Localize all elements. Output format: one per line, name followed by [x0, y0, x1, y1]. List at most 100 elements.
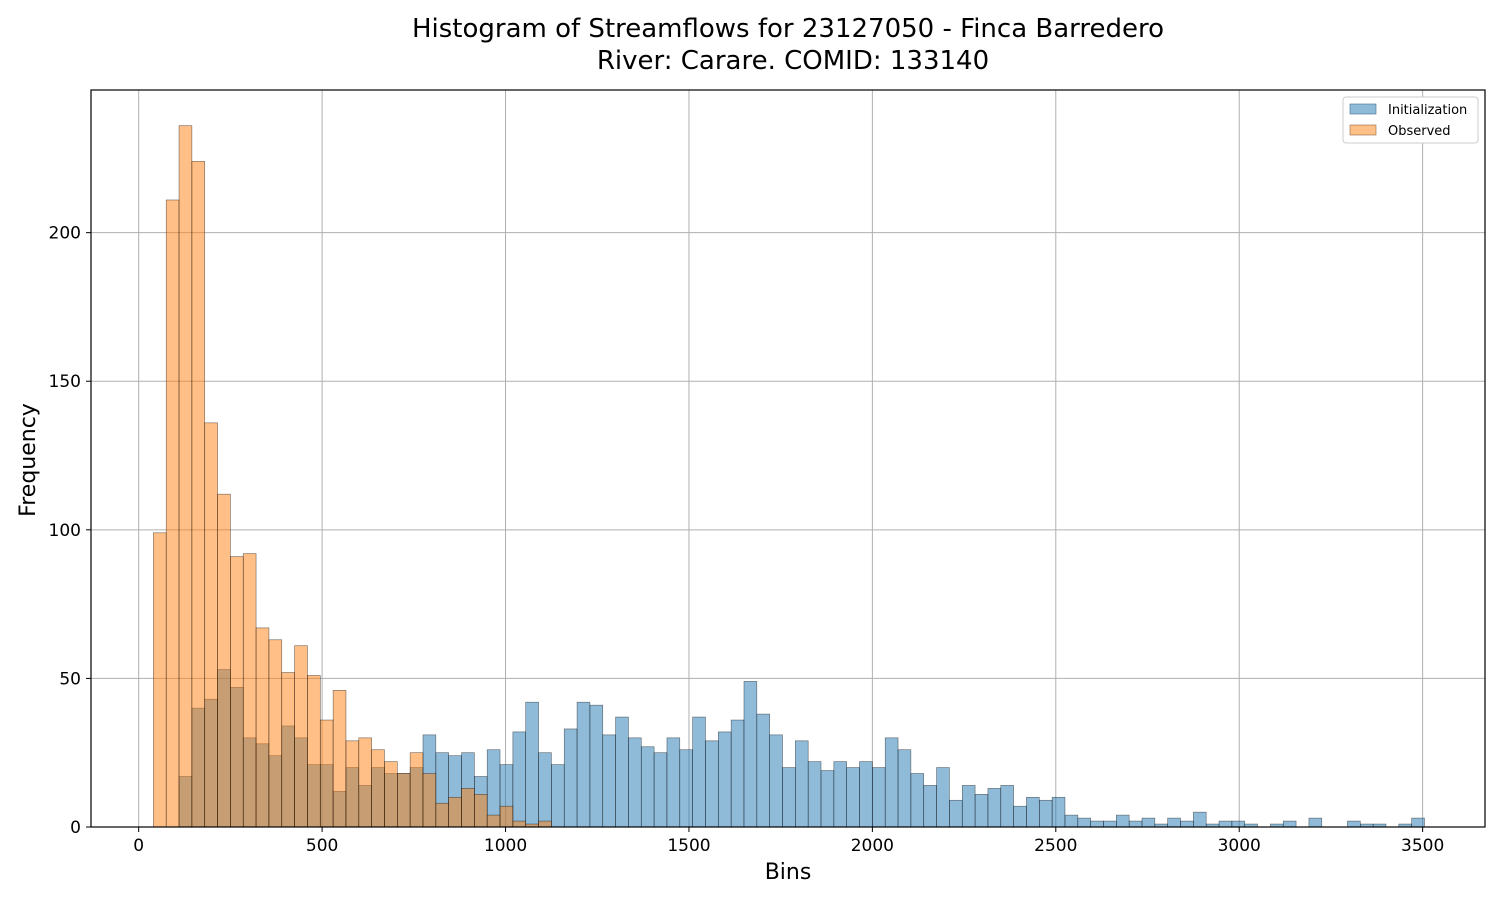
x-tick-label: 500: [306, 836, 338, 856]
legend-box: [1342, 96, 1479, 144]
x-axis-label: Bins: [765, 860, 812, 885]
bar-initialization: [884, 737, 899, 828]
axis-ticks: 0 500 1000 1500 2000 2500 3000 3500 0 50 100 150 200: [49, 224, 1445, 856]
bar-observed: [448, 796, 462, 828]
bar-observed: [538, 820, 552, 828]
x-tick-label: 3500: [1401, 836, 1444, 856]
bar-initialization: [872, 767, 886, 828]
bar-initialization: [820, 770, 835, 828]
bar-initialization: [1180, 820, 1194, 828]
bar-initialization: [602, 734, 616, 828]
bar-initialization: [705, 740, 719, 828]
bar-observed: [178, 125, 193, 828]
bar-observed: [461, 788, 475, 828]
x-tick-label: 1500: [667, 836, 710, 856]
legend-label-observed: Observed: [1388, 124, 1451, 139]
bar-observed: [307, 675, 321, 828]
bar-observed: [371, 749, 385, 828]
plot-frame: [90, 89, 1486, 828]
x-tick-label: 0: [133, 836, 144, 856]
bar-initialization: [551, 764, 565, 828]
bar-observed: [242, 553, 257, 828]
bar-initialization: [679, 749, 693, 828]
x-tick-label: 2500: [1034, 836, 1077, 856]
bar-observed: [499, 805, 514, 828]
y-tick-label: 50: [59, 669, 81, 689]
bar-initialization: [628, 737, 642, 828]
legend-swatch-initialization: [1349, 103, 1377, 115]
bar-initialization: [923, 785, 937, 828]
chart-title: Histogram of Streamflows for 23127050 - …: [412, 14, 1164, 44]
bar-initialization: [1347, 820, 1361, 828]
bar-initialization: [1013, 805, 1027, 828]
bar-observed: [217, 493, 231, 828]
bar-observed: [409, 752, 424, 828]
bar-initialization: [961, 785, 976, 828]
histogram-bars: [153, 125, 1425, 828]
bar-initialization: [910, 773, 925, 828]
bar-initialization: [1077, 817, 1091, 828]
bar-initialization: [833, 761, 847, 828]
bar-observed: [294, 645, 308, 828]
legend: Initialization Observed: [1342, 96, 1479, 144]
x-tick-label: 3000: [1218, 836, 1261, 856]
series-observed: [153, 125, 552, 828]
bar-observed: [319, 719, 334, 828]
bar-initialization: [576, 701, 591, 828]
bar-initialization: [1411, 817, 1425, 828]
bar-initialization: [782, 767, 796, 828]
bar-initialization: [717, 731, 732, 828]
bar-initialization: [1090, 820, 1104, 828]
bar-observed: [230, 556, 244, 828]
bar-initialization: [1038, 799, 1053, 828]
bar-initialization: [807, 761, 822, 828]
bar-observed: [422, 773, 437, 828]
bar-initialization: [525, 701, 539, 828]
bar-initialization: [563, 728, 578, 828]
bar-initialization: [859, 761, 873, 828]
bar-initialization: [987, 788, 1002, 828]
bar-initialization: [936, 767, 950, 828]
bar-initialization: [897, 749, 912, 828]
bar-initialization: [615, 716, 629, 828]
bar-initialization: [1231, 820, 1246, 828]
bar-initialization: [653, 752, 668, 828]
bar-observed: [268, 639, 283, 828]
bar-initialization: [538, 752, 552, 828]
bar-initialization: [1141, 817, 1156, 828]
bar-initialization: [756, 713, 770, 828]
bar-initialization: [974, 794, 989, 828]
bar-initialization: [743, 681, 758, 828]
y-tick-label: 100: [49, 521, 81, 541]
bar-initialization: [1282, 820, 1297, 828]
bar-observed: [512, 820, 527, 828]
bar-initialization: [1116, 814, 1130, 828]
bar-initialization: [512, 731, 527, 828]
bar-initialization: [1064, 814, 1079, 828]
bar-initialization: [1026, 796, 1040, 828]
bar-observed: [165, 199, 180, 828]
y-tick-label: 200: [49, 224, 81, 244]
bar-initialization: [1218, 820, 1233, 828]
bar-initialization: [1193, 811, 1207, 828]
bar-initialization: [795, 740, 809, 828]
bar-initialization: [640, 746, 655, 828]
legend-swatch-observed: [1349, 124, 1377, 136]
bar-initialization: [1308, 817, 1323, 828]
bar-initialization: [1167, 817, 1181, 828]
bar-initialization: [769, 734, 783, 828]
bar-initialization: [1103, 820, 1117, 828]
bar-observed: [345, 740, 360, 828]
bar-initialization: [1128, 820, 1143, 828]
bar-observed: [397, 773, 411, 828]
bar-observed: [474, 794, 488, 828]
bar-initialization: [949, 799, 963, 828]
bar-initialization: [1000, 785, 1014, 828]
bar-initialization: [1051, 796, 1066, 828]
x-tick-label: 2000: [851, 836, 894, 856]
bar-observed: [435, 802, 449, 828]
bar-initialization: [730, 719, 745, 828]
bar-observed: [332, 689, 347, 828]
y-axis-label: Frequency: [16, 403, 41, 517]
